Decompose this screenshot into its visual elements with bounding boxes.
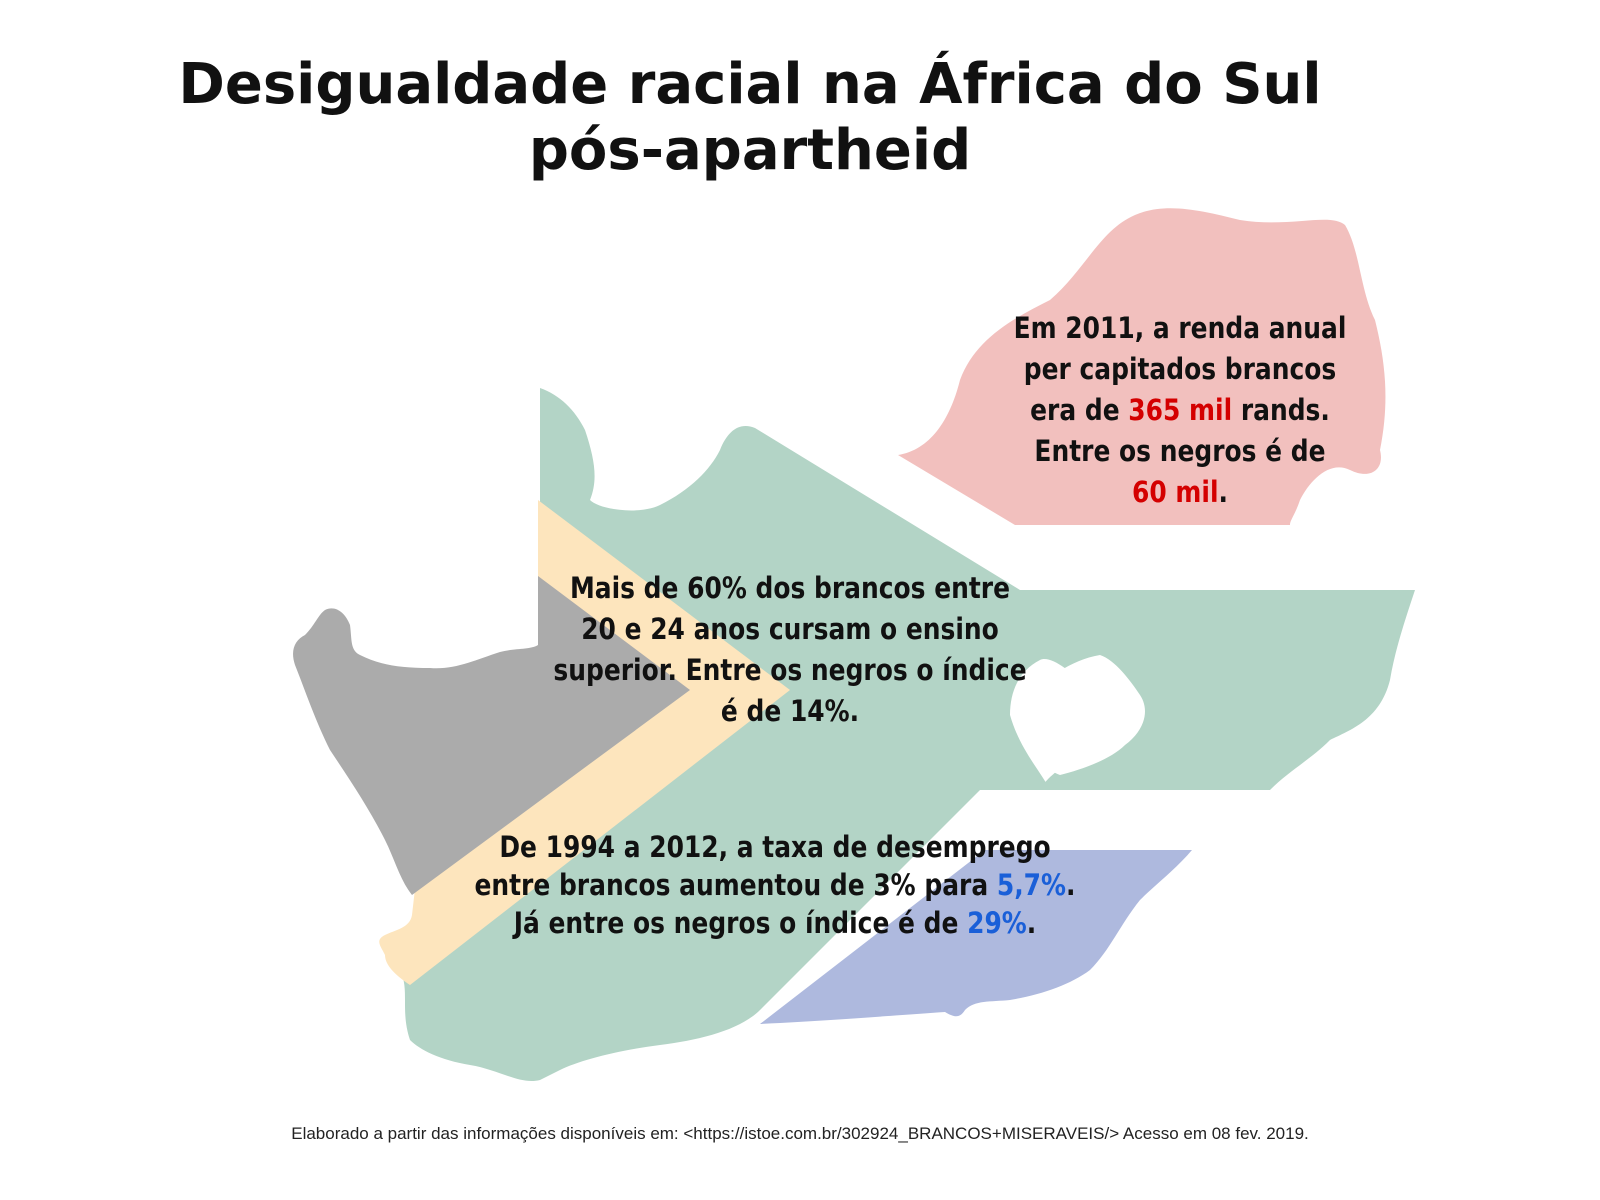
white-income-value: 365 mil [1128,393,1233,427]
unemployment-line-2-suffix: . [1066,868,1076,902]
map-region-green [400,388,1415,1082]
source-citation: Elaborado a partir das informações dispo… [291,1124,1309,1143]
unemployment-note: De 1994 a 2012, a taxa de desemprego ent… [418,828,1132,942]
map-region-gray [293,576,690,895]
title-line-2: pós-apartheid [528,118,972,183]
black-income-value: 60 mil [1132,475,1219,509]
unemployment-line-3: Já entre os negros o índice é de 29%. [418,904,1132,942]
map-lesotho-hole [1024,655,1145,775]
unemployment-line-1: De 1994 a 2012, a taxa de desemprego [499,830,1051,864]
income-line-5-suffix: . [1218,475,1228,509]
income-line-2: per capitados brancos [1023,352,1337,386]
unemployment-line-3-prefix: Já entre os negros o índice é de [513,906,968,940]
unemployment-line-2: entre brancos aumentou de 3% para 5,7%. [418,866,1132,904]
income-line-4: Entre os negros é de [1034,434,1326,468]
income-line-3-prefix: era de [1030,393,1129,427]
income-line-3: era de 365 mil rands. [982,390,1378,431]
income-line-5: 60 mil. [982,472,1378,513]
unemployment-line-2-prefix: entre brancos aumentou de 3% para [474,868,997,902]
education-line-3: superior. Entre os negros o índice [553,653,1027,687]
education-line-4: é de 14%. [720,694,860,728]
education-line-1: Mais de 60% dos brancos entre [569,571,1011,605]
income-line-3-suffix: rands. [1232,393,1330,427]
education-note: Mais de 60% dos brancos entre 20 e 24 an… [532,568,1048,732]
map-region-blue [760,850,1192,1024]
title-line-1: Desigualdade racial na África do Sul [178,52,1322,117]
education-line-2: 20 e 24 anos cursam o ensino [581,612,999,646]
black-unemployment-value: 29% [967,906,1027,940]
page-title: Desigualdade racial na África do Sul pós… [140,52,1360,184]
map-region-red [898,208,1386,525]
unemployment-line-3-suffix: . [1026,906,1037,940]
white-unemployment-value: 5,7% [996,868,1067,902]
income-line-1: Em 2011, a renda anual [1013,311,1347,345]
income-note: Em 2011, a renda anual per capitados bra… [982,308,1378,513]
